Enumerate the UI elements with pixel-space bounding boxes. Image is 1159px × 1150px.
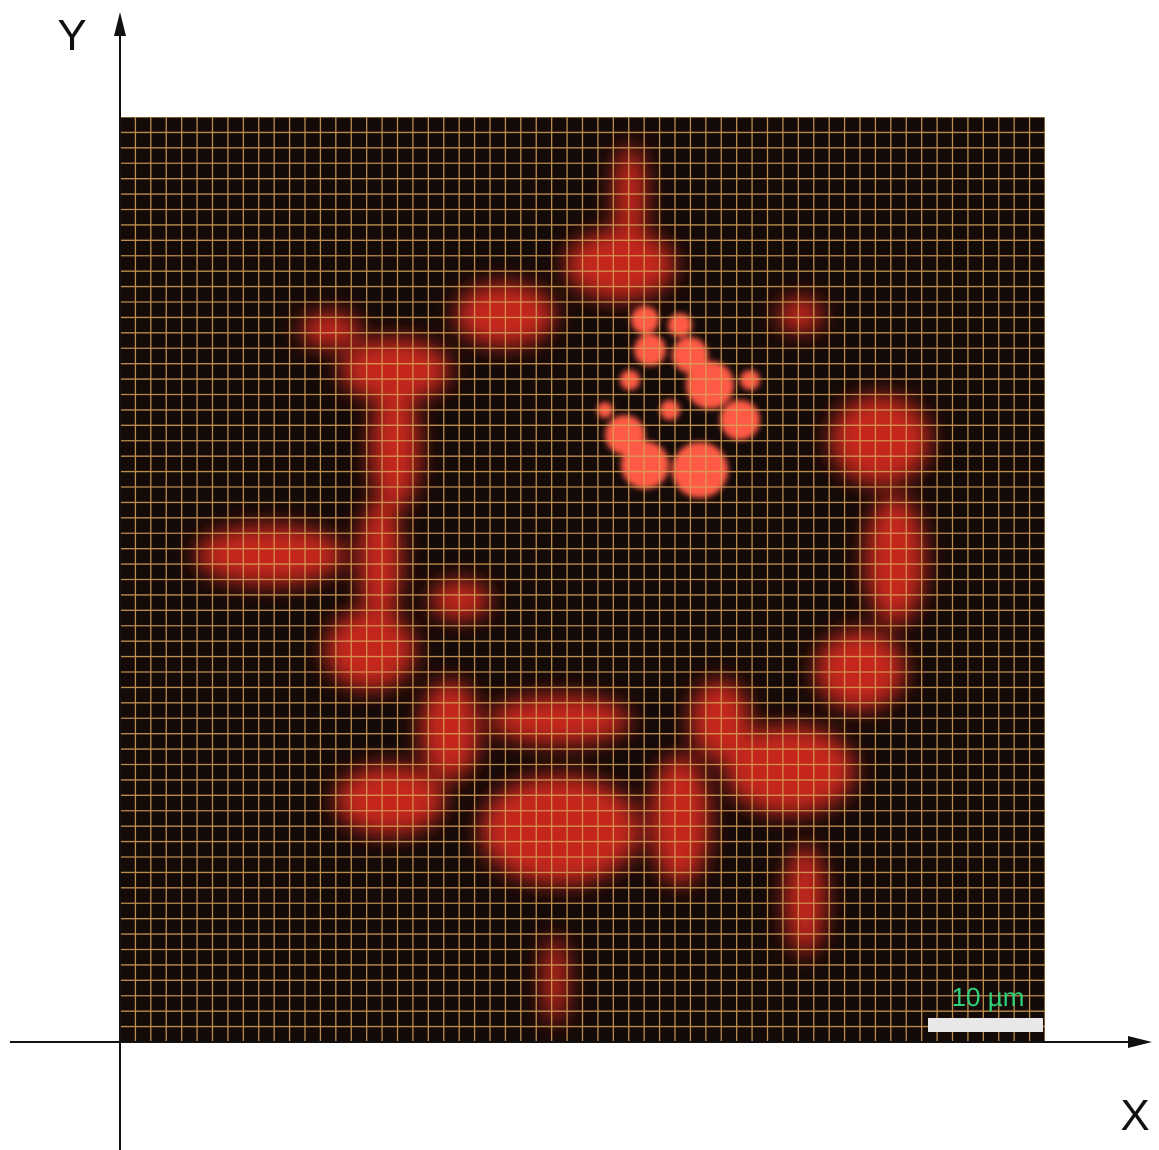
figure: Y X 10 µm: [0, 0, 1159, 1150]
grid: [120, 117, 1045, 1042]
x-axis-arrow: [1128, 1036, 1152, 1048]
micrograph: [120, 117, 1045, 1042]
scale-bar: [928, 1018, 1043, 1032]
y-axis-label: Y: [57, 11, 86, 60]
y-axis-arrow: [114, 12, 126, 36]
x-axis-label: X: [1120, 1091, 1149, 1140]
scale-bar-label: 10 µm: [952, 982, 1025, 1012]
